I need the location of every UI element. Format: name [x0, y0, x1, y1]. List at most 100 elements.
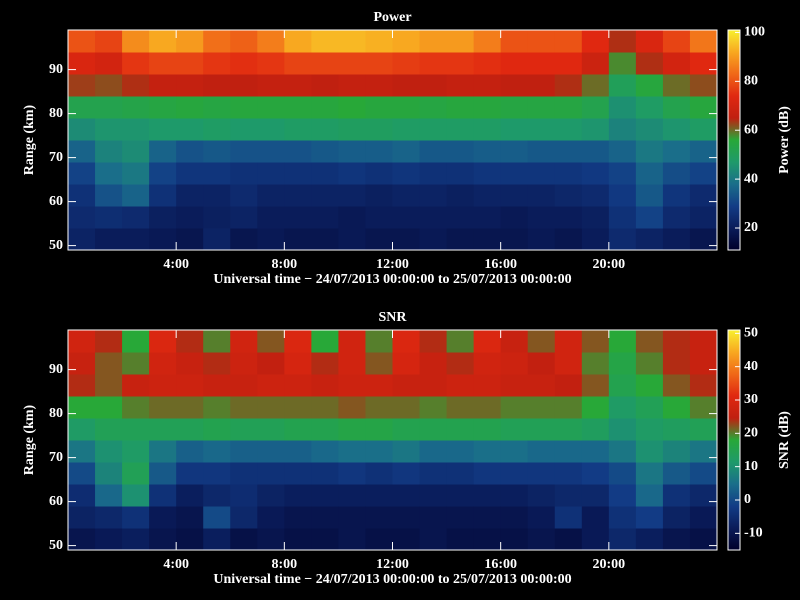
heatmap-cell — [608, 162, 637, 185]
heatmap-cell — [338, 184, 366, 207]
heatmap-cell — [608, 528, 637, 551]
heatmap-cell — [122, 30, 150, 53]
heatmap-cell — [689, 140, 718, 163]
y-tick-label: 80 — [49, 106, 63, 121]
y-tick-label: 60 — [49, 494, 63, 509]
heatmap-cell — [95, 418, 123, 441]
heatmap-cell — [122, 396, 150, 419]
colorbar — [727, 29, 741, 251]
heatmap-cell — [581, 528, 610, 551]
heatmap-cell — [257, 118, 285, 141]
heatmap-cell — [392, 228, 421, 251]
heatmap-cell — [500, 96, 529, 119]
heatmap-cell — [95, 52, 123, 75]
heatmap-cell — [230, 140, 258, 163]
heatmap-cell — [230, 440, 258, 463]
heatmap-cell — [527, 184, 556, 207]
heatmap-cell — [446, 528, 475, 551]
heatmap-cell — [419, 462, 448, 485]
heatmap-cell — [500, 484, 529, 507]
heatmap-cell — [311, 440, 339, 463]
heatmap-cell — [203, 30, 231, 53]
heatmap-cell — [68, 440, 96, 463]
heatmap-cell — [689, 96, 718, 119]
heatmap-cell — [95, 162, 123, 185]
heatmap-cell — [581, 440, 610, 463]
heatmap-cell — [176, 352, 204, 375]
heatmap-cell — [149, 374, 177, 397]
colorbar-tick-label: 20 — [744, 426, 758, 441]
heatmap-cell — [392, 374, 421, 397]
heatmap-cell — [95, 74, 123, 97]
heatmap-cell — [230, 506, 258, 529]
heatmap-cell — [446, 330, 475, 353]
heatmap-cell — [257, 506, 285, 529]
heatmap-cell — [284, 374, 312, 397]
heatmap-cell — [500, 206, 529, 229]
heatmap-cell — [689, 74, 718, 97]
heatmap-cell — [149, 162, 177, 185]
heatmap-cell — [446, 30, 475, 53]
heatmap-cell — [581, 52, 610, 75]
heatmap-cell — [176, 184, 204, 207]
heatmap-cell — [419, 228, 448, 251]
heatmap-cell — [662, 374, 691, 397]
heatmap-cell — [392, 118, 421, 141]
heatmap-cell — [203, 528, 231, 551]
heatmap-cell — [122, 52, 150, 75]
heatmap-cell — [365, 184, 393, 207]
heatmap-cell — [608, 30, 637, 53]
heatmap-cell — [635, 330, 664, 353]
heatmap-cell — [527, 352, 556, 375]
heatmap-cell — [311, 140, 339, 163]
heatmap-cell — [230, 330, 258, 353]
heatmap-cell — [338, 352, 366, 375]
heatmap-cell — [554, 374, 583, 397]
heatmap-cell — [662, 206, 691, 229]
heatmap-cell — [149, 418, 177, 441]
heatmap-cell — [689, 528, 718, 551]
heatmap-cell — [365, 396, 393, 419]
heatmap-cell — [581, 330, 610, 353]
heatmap-cell — [365, 206, 393, 229]
heatmap-cell — [176, 52, 204, 75]
heatmap-cell — [284, 140, 312, 163]
heatmap-cell — [419, 162, 448, 185]
heatmap-cell — [662, 162, 691, 185]
heatmap-cell — [392, 440, 421, 463]
heatmap-cell — [635, 140, 664, 163]
heatmap-cell — [608, 374, 637, 397]
heatmap-cell — [311, 228, 339, 251]
heatmap-cell — [446, 118, 475, 141]
heatmap-cell — [68, 528, 96, 551]
heatmap-cell — [473, 330, 502, 353]
heatmap-cell — [689, 30, 718, 53]
heatmap-cell — [311, 352, 339, 375]
colorbar-tick-label: 40 — [744, 171, 758, 186]
heatmap-cell — [473, 140, 502, 163]
heatmap-cell — [257, 206, 285, 229]
heatmap-cell — [365, 118, 393, 141]
heatmap-cell — [68, 228, 96, 251]
heatmap-cell — [689, 52, 718, 75]
heatmap-cell — [419, 140, 448, 163]
heatmap-cell — [500, 74, 529, 97]
heatmap-cell — [203, 118, 231, 141]
heatmap-cell — [230, 184, 258, 207]
heatmap-cell — [554, 74, 583, 97]
heatmap-cell — [95, 228, 123, 251]
heatmap-cell — [257, 184, 285, 207]
heatmap-cell — [284, 506, 312, 529]
heatmap-cell — [176, 418, 204, 441]
heatmap-cell — [635, 352, 664, 375]
heatmap-cell — [230, 352, 258, 375]
colorbar-tick-label: 0 — [744, 492, 751, 507]
heatmap-cell — [365, 484, 393, 507]
heatmap-cell — [527, 206, 556, 229]
y-axis-label: Range (km) — [22, 104, 37, 175]
heatmap-cell — [176, 74, 204, 97]
heatmap-cell — [392, 74, 421, 97]
heatmap-cell — [419, 506, 448, 529]
heatmap-cell — [662, 462, 691, 485]
